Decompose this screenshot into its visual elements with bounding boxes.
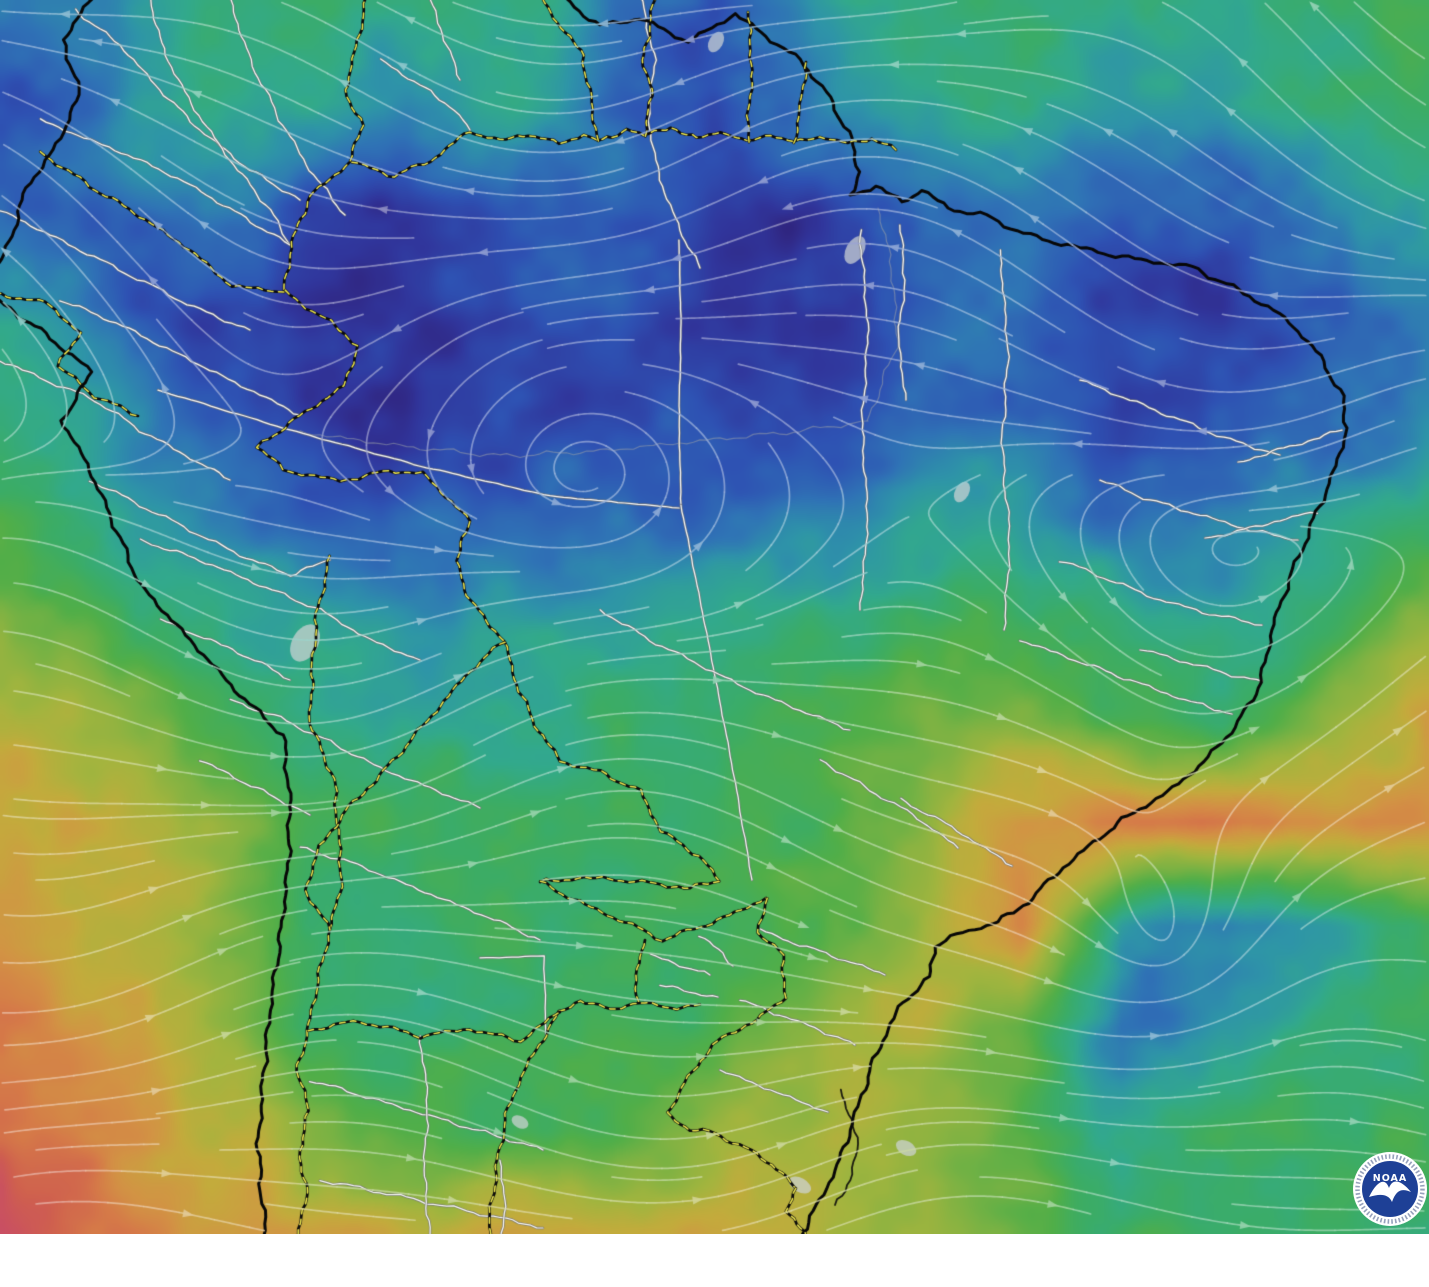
noaa-seagull-icon (1369, 1181, 1411, 1202)
noaa-logo-ring-text (1355, 1154, 1425, 1224)
noaa-logo-text: NOAA (1373, 1173, 1407, 1184)
legend-bar: 0.04 km/h 010203040506070809010011012013… (0, 1234, 1429, 1287)
noaa-logo: NOAA (1353, 1152, 1427, 1226)
wind-map-canvas[interactable] (0, 0, 1429, 1234)
